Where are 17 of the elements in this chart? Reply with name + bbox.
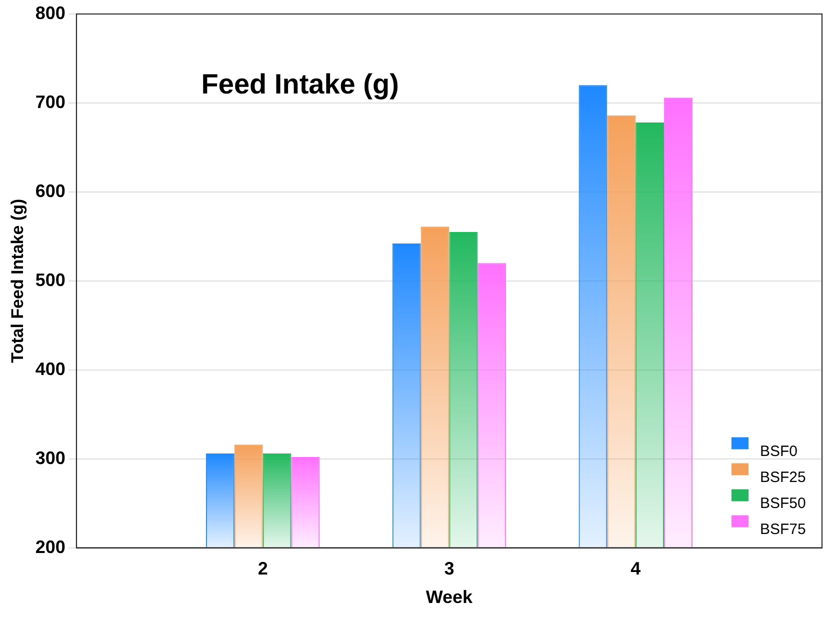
legend-label: BSF25 [760,468,806,486]
y-tick-label: 700 [35,92,66,112]
x-axis-title: Week [426,587,474,608]
y-tick-label: 500 [35,270,66,290]
x-tick-label: 2 [258,558,268,579]
y-axis-title: Total Feed Intake (g) [8,198,27,363]
y-tick-label: 400 [35,358,66,379]
y-tick-label: 300 [35,448,66,468]
y-tick-label: 600 [35,180,66,201]
x-tick-label: 3 [444,558,454,579]
legend-label: BSF75 [760,520,806,538]
text: Feed Intake (g) [201,68,399,100]
legend-label: BSF0 [760,442,798,460]
legend-label: BSF50 [760,494,806,512]
x-tick-label: 4 [630,558,641,579]
y-tick-label: 200 [35,536,66,557]
y-tick-label: 800 [35,2,66,23]
